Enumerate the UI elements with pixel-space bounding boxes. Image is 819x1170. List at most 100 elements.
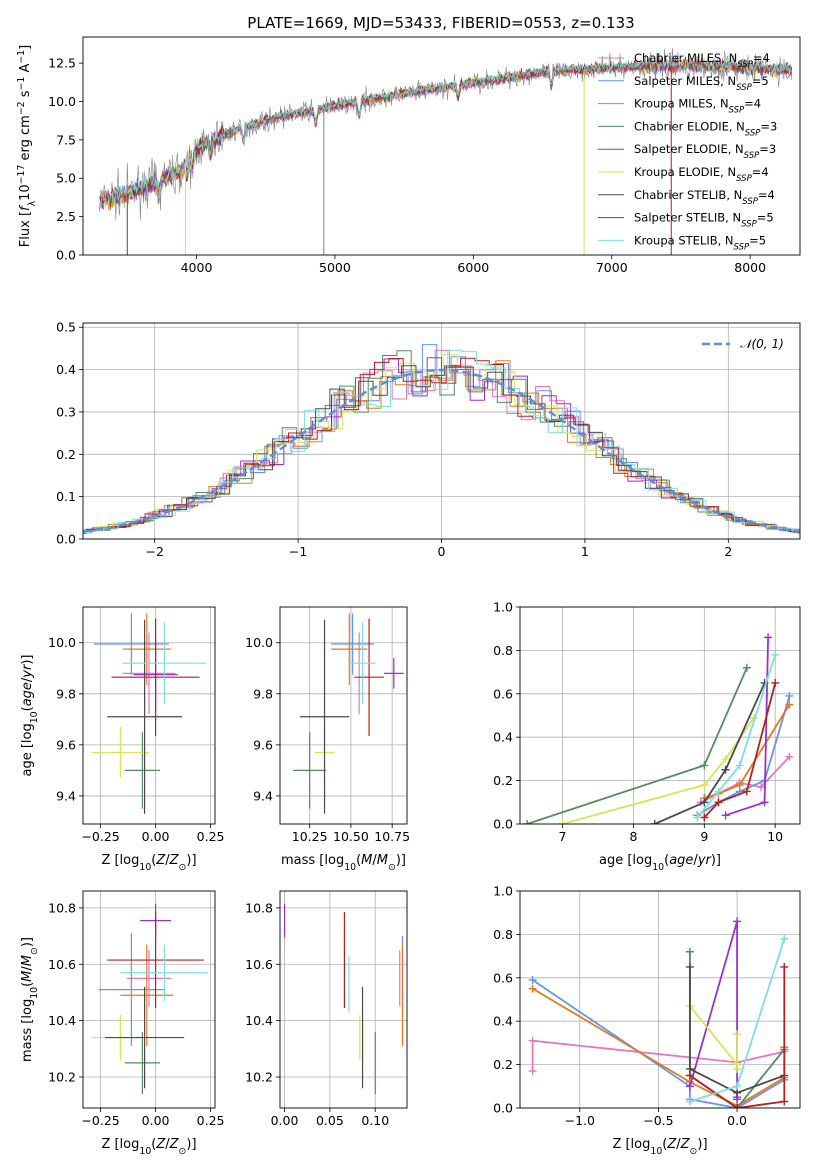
- x-tick-label: 0.0: [727, 1113, 747, 1128]
- legend-label-tail: =3: [760, 119, 777, 133]
- point-marker: [528, 975, 537, 984]
- legend-label-sub: SSP: [734, 242, 750, 252]
- point-marker: [742, 787, 751, 796]
- x-tick-label: −0.25: [81, 1113, 119, 1128]
- x-tick-label: 0.10: [361, 1113, 389, 1128]
- point-marker: [771, 678, 780, 687]
- errorbar-chabrier_stelib: [299, 619, 350, 814]
- y-tick-label: 9.4: [253, 788, 273, 803]
- y-tick-label: 0.4: [493, 730, 513, 745]
- label-part: /: [372, 853, 377, 868]
- y-tick-label: 9.4: [56, 788, 76, 803]
- legend-label-base: Kroupa ELODIE, N: [634, 165, 736, 179]
- series-chabrier_miles: [531, 1039, 785, 1072]
- label-part: yr: [20, 663, 35, 679]
- y-tick-label: 0.1: [56, 489, 76, 504]
- label-part: mass [log: [281, 853, 344, 868]
- y-tick-label: 0.4: [56, 362, 76, 377]
- plot-area: [91, 903, 209, 1094]
- point-marker: [760, 798, 769, 807]
- figure-title: PLATE=1669, MJD=53433, FIBERID=0553, z=0…: [247, 14, 634, 32]
- errorbar-salpeter_stelib: [107, 912, 204, 1008]
- point-marker: [685, 962, 694, 971]
- label-part: 10: [29, 987, 40, 999]
- label-part: 10: [650, 1146, 662, 1157]
- point-marker: [733, 1064, 742, 1073]
- label-part: age [log: [599, 853, 652, 868]
- legend-label-base: Chabrier ELODIE, N: [634, 119, 745, 133]
- axes-frame: [82, 606, 216, 825]
- plot-area: [523, 633, 794, 824]
- x-tick-label: 7000: [596, 260, 628, 275]
- label-part: ⊙: [29, 947, 40, 955]
- label-part: )]: [186, 1137, 196, 1152]
- legend-label-base: Salpeter ELODIE, N: [634, 142, 744, 156]
- legend-label-base: Kroupa STELIB, N: [634, 233, 734, 247]
- errorbar-salpeter_miles: [331, 613, 375, 675]
- legend-label: Chabrier ELODIE, NSSP=3: [634, 119, 777, 138]
- label-part: ⊙: [179, 862, 187, 873]
- x-tick-label: 0: [438, 544, 446, 559]
- label-part: M: [361, 853, 372, 868]
- label-part: )]: [20, 654, 35, 664]
- legend-label-tail: =5: [757, 211, 774, 225]
- legend-label-base: Salpeter STELIB, N: [634, 211, 741, 225]
- label-part: )]: [186, 853, 196, 868]
- label-part: 10: [29, 711, 40, 723]
- legend-label-sub: SSP: [736, 174, 752, 184]
- label-part: Z: [169, 853, 180, 868]
- y-tick-label: 10.0: [48, 635, 76, 650]
- errorbar-chabrier_stelib: [107, 619, 182, 814]
- point-marker: [650, 820, 659, 824]
- chart-massweight_vs_Z: −1.0 −0.5 0.00.00.20.40.60.81.0Z [log10(Z/…: [493, 884, 801, 1157]
- y-tick-label: 0.0: [493, 1101, 513, 1116]
- label-part: A: [18, 64, 33, 77]
- point-marker: [733, 1104, 742, 1108]
- point-marker: [714, 798, 723, 807]
- y-tick-label: 0.0: [493, 817, 513, 832]
- x-axis-label: mass [log10(M/M⊙)]: [281, 853, 406, 873]
- x-tick-label: 10.75: [374, 829, 410, 844]
- axes: 0.00 0.05 0.10 10.2 10.4 10.6 10.8: [245, 900, 389, 1128]
- normal-curve: [83, 368, 800, 533]
- label-part: (: [356, 853, 361, 868]
- y-axis-label: Flux [fλ10−17 erg cm−2 s−1 A−1]: [16, 45, 38, 247]
- label-part: Z: [155, 1137, 166, 1152]
- label-part: 10: [18, 184, 33, 201]
- errorbar-kroupa_stelib: [122, 622, 207, 705]
- y-tick-label: 0.2: [493, 773, 513, 788]
- axes: −0.25 0.00 0.25 10.2 10.4 10.6 10.8: [48, 900, 224, 1128]
- y-axis-label: age [log10(age/yr)]: [20, 654, 40, 776]
- legend-label-tail: =5: [752, 74, 769, 88]
- legend-label: Kroupa MILES, NSSP=4: [634, 97, 761, 116]
- errorbar-salpeter_stelib: [354, 618, 384, 736]
- x-tick-label: 6000: [457, 260, 489, 275]
- point-marker: [714, 787, 723, 796]
- label-part: (: [20, 982, 35, 987]
- legend-label-tail: =4: [744, 97, 761, 111]
- point-marker: [528, 984, 537, 993]
- x-tick-label: 10.50: [333, 829, 369, 844]
- label-part: M: [377, 853, 388, 868]
- legend-label: Chabrier MILES, NSSP=4: [634, 51, 770, 70]
- legend-label-base: Kroupa MILES, N: [634, 97, 729, 111]
- label-part: Z: [155, 853, 166, 868]
- label-part: /: [20, 966, 35, 971]
- point-marker: [528, 1036, 537, 1045]
- legend-label: Salpeter STELIB, NSSP=5: [634, 211, 774, 230]
- x-tick-label: −1.0: [565, 1113, 595, 1128]
- legend-label-tail: =4: [758, 188, 775, 202]
- legend-label-sub: SSP: [742, 197, 758, 207]
- x-tick-label: 1: [581, 544, 589, 559]
- y-tick-label: 5.0: [56, 171, 76, 186]
- y-tick-label: 10.4: [48, 1013, 76, 1028]
- point-marker: [700, 761, 709, 770]
- y-tick-label: 9.6: [253, 737, 273, 752]
- x-tick-label: 0.05: [316, 1113, 344, 1128]
- series-salpeter_stelib: [703, 682, 777, 819]
- label-part: 10: [344, 862, 356, 873]
- y-tick-label: 10.8: [245, 900, 273, 915]
- axes-frame: [82, 36, 801, 256]
